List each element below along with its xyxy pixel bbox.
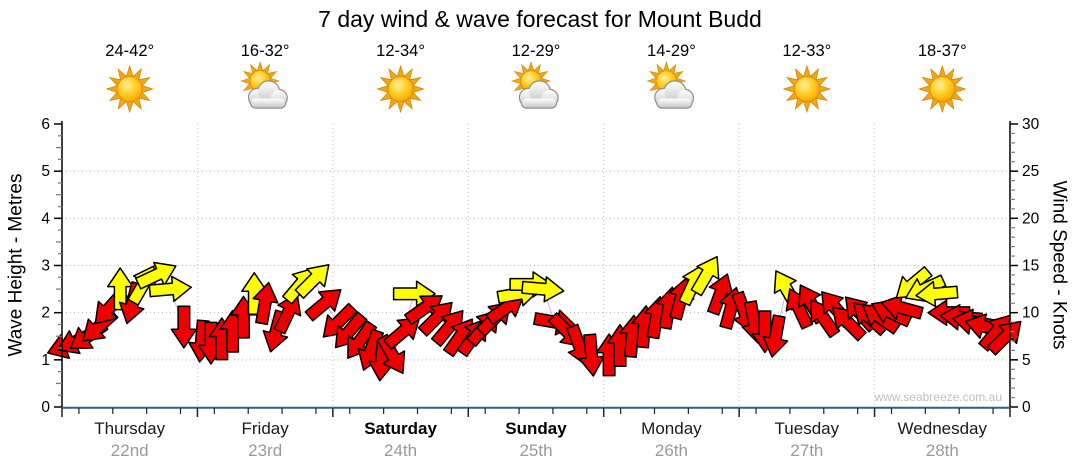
- day-name-label: Wednesday: [897, 419, 988, 438]
- right-tick-label: 15: [1022, 258, 1039, 275]
- weather-icons: [105, 61, 967, 114]
- left-tick-label: 6: [41, 116, 50, 133]
- watermark: www.seabreeze.com.au: [874, 390, 1002, 404]
- sun-disc: [793, 76, 820, 102]
- sun-disc: [116, 76, 143, 102]
- right-tick-label: 30: [1022, 116, 1040, 133]
- right-tick-label: 10: [1022, 305, 1040, 322]
- wind-arrow-red: [304, 288, 342, 322]
- day-name-label: Thursday: [94, 419, 166, 438]
- wind-arrow-red: [986, 320, 1022, 356]
- temperature-range: 18-37°: [917, 42, 967, 60]
- axis-tick-labels: 0 1 2 3 4 5 6 0 5 10 15 20 25 30: [41, 116, 1039, 416]
- cloud-shape: [657, 98, 692, 108]
- wind-arrow-yellow: [690, 255, 720, 297]
- temperature-range: 14-29°: [647, 42, 696, 60]
- left-tick-label: 4: [41, 210, 50, 227]
- page-title: 7 day wind & wave forecast for Mount Bud…: [318, 6, 762, 32]
- sun-disc: [929, 76, 956, 102]
- wind-arrow-red: [762, 314, 789, 358]
- day-date-label: 25th: [519, 441, 553, 460]
- day-date-label: 26th: [654, 441, 688, 460]
- temperature-range: 12-33°: [782, 42, 832, 60]
- wind-arrow-red: [252, 281, 279, 326]
- axes: [61, 121, 1011, 409]
- cloud-shape: [251, 98, 286, 108]
- wind-arrow-red: [273, 292, 302, 335]
- day-date-label: 22nd: [110, 441, 149, 460]
- left-tick-label: 3: [41, 258, 50, 275]
- sunny-icon: [376, 64, 425, 114]
- cloud-shape: [522, 98, 556, 108]
- day-name-label: Tuesday: [774, 419, 840, 438]
- left-tick-label: 5: [41, 163, 50, 180]
- cloud-part: [247, 80, 288, 109]
- cloud-part: [654, 80, 695, 109]
- day-name-label: Sunday: [505, 419, 567, 438]
- temperature-range: 24-42°: [105, 42, 155, 60]
- temperature-range: 16-32°: [240, 42, 290, 60]
- partly-cloudy-icon: [240, 61, 288, 109]
- left-tick-label: 1: [41, 352, 50, 369]
- right-tick-label: 5: [1022, 352, 1031, 369]
- cloud-part: [518, 80, 559, 109]
- wind-arrow-yellow: [294, 264, 330, 299]
- left-tick-label: 2: [41, 305, 50, 322]
- wind-arrow-red: [376, 333, 406, 375]
- temperature-range: 12-34°: [376, 42, 425, 60]
- day-date-label: 23rd: [248, 441, 283, 460]
- wind-arrow-yellow: [915, 280, 959, 308]
- right-tick-label: 25: [1022, 163, 1039, 180]
- day-date-label: 27th: [790, 441, 824, 460]
- temperature-range: 12-29°: [511, 42, 561, 60]
- wind-arrow-red: [383, 317, 421, 350]
- sun-disc: [387, 76, 414, 102]
- left-tick-label: 0: [41, 399, 50, 416]
- gridlines: [62, 124, 1010, 407]
- wind-arrow-yellow: [521, 276, 565, 303]
- day-date-label: 28th: [925, 441, 959, 460]
- day-name-label: Friday: [241, 419, 289, 438]
- wind-arrow-red: [170, 305, 198, 349]
- wind-arrow-yellow: [148, 275, 192, 303]
- wind-arrows: [46, 255, 1022, 382]
- right-tick-label: 0: [1022, 399, 1031, 416]
- day-name-label: Saturday: [364, 419, 437, 438]
- axis-ticks: [54, 123, 1018, 417]
- day-date-label: 24th: [384, 441, 418, 460]
- partly-cloudy-icon: [511, 61, 559, 109]
- day-name-label: Monday: [641, 419, 702, 438]
- sunny-icon: [105, 64, 155, 114]
- sunny-icon: [917, 64, 967, 114]
- sunny-icon: [782, 64, 832, 114]
- right-tick-label: 20: [1022, 210, 1040, 227]
- partly-cloudy-icon: [646, 61, 695, 109]
